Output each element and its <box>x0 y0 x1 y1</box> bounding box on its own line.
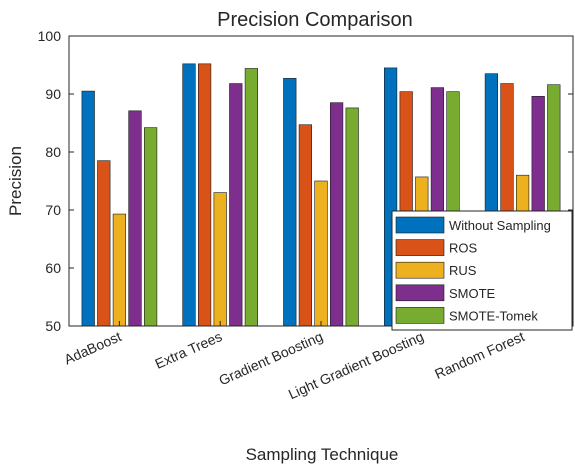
legend-swatch-rus <box>395 261 445 279</box>
y-tick-label: 70 <box>45 202 61 218</box>
bar-without-sampling-extra-trees <box>182 63 196 327</box>
bar-without-sampling-adaboost <box>81 90 95 327</box>
x-axis-label: Sampling Technique <box>246 445 399 464</box>
bar-rus-adaboost <box>112 213 126 327</box>
legend-label: SMOTE <box>449 286 496 301</box>
legend-label: Without Sampling <box>449 218 551 233</box>
bar-rus-extra-trees <box>213 192 227 327</box>
y-tick-label: 50 <box>45 318 61 334</box>
legend-swatch-without-sampling <box>395 216 445 234</box>
y-tick-label: 60 <box>45 260 61 276</box>
bar-ros-adaboost <box>97 160 111 327</box>
chart-title: Precision Comparison <box>217 9 413 31</box>
y-tick-label: 80 <box>45 144 61 160</box>
y-tick-label: 90 <box>45 86 61 102</box>
bar-smote-tomek-adaboost <box>144 127 158 327</box>
bar-ros-extra-trees <box>198 63 212 327</box>
bar-smote-tomek-gradient-boosting <box>345 107 359 327</box>
legend-swatch-smote <box>395 284 445 302</box>
bar-smote-gradient-boosting <box>329 102 344 327</box>
legend-swatch-ros <box>395 239 445 256</box>
bar-smote-tomek-extra-trees <box>244 68 259 327</box>
bar-without-sampling-gradient-boosting <box>283 78 297 327</box>
bar-rus-gradient-boosting <box>314 180 328 327</box>
y-axis-label: Precision <box>6 146 25 216</box>
bar-ros-gradient-boosting <box>298 124 313 327</box>
bar-smote-adaboost <box>128 110 142 327</box>
legend-label: RUS <box>449 263 477 278</box>
legend-label: SMOTE-Tomek <box>449 308 538 323</box>
bar-smote-extra-trees <box>229 83 243 327</box>
y-tick-label: 100 <box>38 28 62 44</box>
legend-label: ROS <box>449 241 478 256</box>
legend-swatch-smote-tomek <box>395 307 445 324</box>
y-axis: 50 60 70 80 90 100 <box>38 28 573 334</box>
legend: Without Sampling ROS RUS SMOTE SMOTE-Tomek <box>391 210 573 331</box>
